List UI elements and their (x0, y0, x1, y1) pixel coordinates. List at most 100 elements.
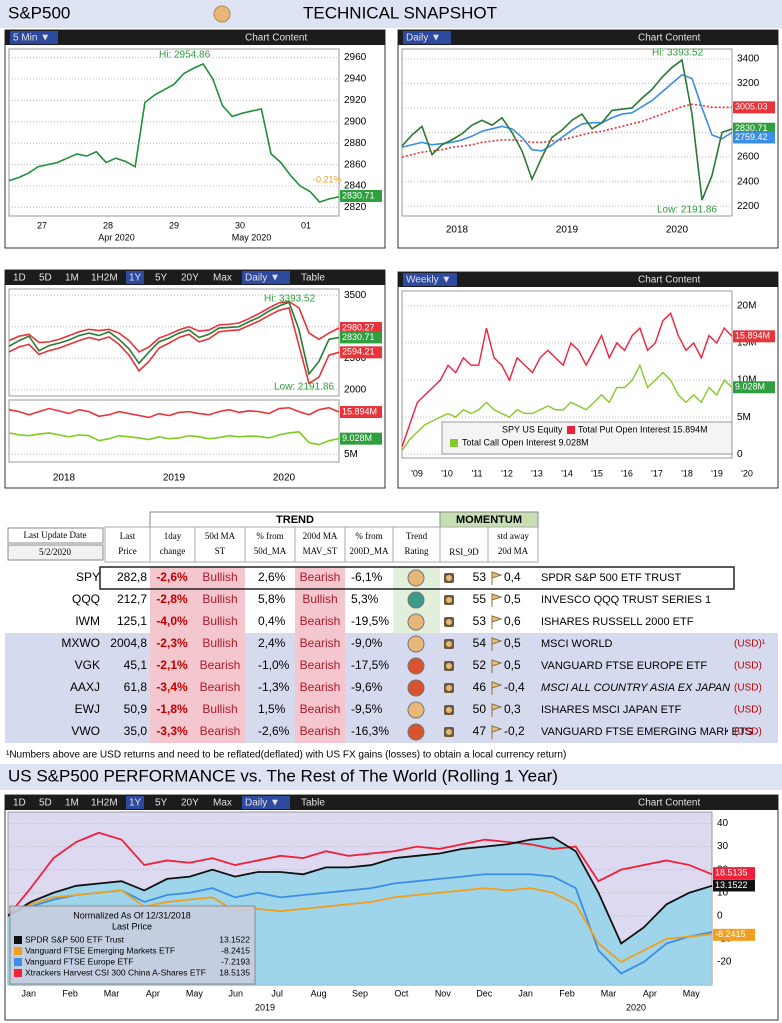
toolbar-item[interactable]: 1M (65, 273, 79, 284)
toolbar-item[interactable]: 5D (39, 273, 52, 284)
rsi: 50 (473, 702, 487, 716)
ma-text: Bearish (300, 614, 341, 628)
toolbar-item[interactable]: Table (301, 273, 325, 284)
y-tick-label: 2840 (344, 181, 367, 192)
value-tag (733, 131, 775, 144)
y-tick-label: 5M (344, 449, 358, 460)
toolbar-item[interactable]: Weekly ▼ (406, 275, 451, 286)
header-text: 1day (164, 531, 182, 541)
toolbar-content[interactable]: Chart Content (245, 33, 307, 44)
header-text: % from (355, 531, 382, 541)
legend-swatch (14, 969, 22, 977)
y-tick-label: 30 (717, 841, 729, 852)
ma-text: Bearish (300, 570, 341, 584)
perf-title: US S&P500 PERFORMANCE vs. The Rest of Th… (8, 766, 558, 785)
toolbar-item[interactable]: 5Y (155, 798, 168, 809)
toolbar-content[interactable]: Chart Content (638, 798, 700, 809)
value-tag (713, 879, 755, 892)
rsi: 46 (473, 680, 487, 694)
toolbar-item[interactable]: 1Y (129, 798, 142, 809)
pct200: -6,1% (351, 570, 383, 584)
ma-text: Bearish (200, 680, 241, 694)
toolbar-item[interactable]: 20Y (181, 273, 199, 284)
toolbar-item[interactable]: Daily ▼ (406, 33, 441, 44)
value-tag (340, 346, 382, 359)
toolbar-item[interactable]: 1H2M (91, 798, 118, 809)
header-text: MAV_ST (303, 546, 338, 556)
toolbar-item[interactable]: Daily ▼ (245, 273, 280, 284)
x-tick-label: '18 (681, 468, 693, 478)
name: MSCI WORLD (541, 638, 613, 650)
std-flag (491, 659, 503, 673)
y-tick-label: 0 (737, 449, 743, 460)
pct50: -1,0% (258, 658, 290, 672)
std: 0,3 (504, 702, 521, 716)
last-price: 125,1 (117, 614, 147, 628)
std-flag (491, 681, 503, 695)
toolbar-item[interactable]: 1H2M (91, 273, 118, 284)
ma-text: Bearish (300, 680, 341, 694)
toolbar-item[interactable]: 1M (65, 798, 79, 809)
toolbar-item[interactable]: 20Y (181, 798, 199, 809)
pct50: -1,3% (258, 680, 290, 694)
legend-label: Xtrackers Harvest CSI 300 China A-Shares… (25, 967, 206, 977)
currency: (USD) (734, 705, 762, 716)
ma-cell (295, 633, 345, 655)
series-line (8, 406, 340, 419)
change: -3,3% (156, 724, 188, 738)
toolbar-item[interactable]: 1D (13, 798, 26, 809)
value-tag-label: 2830.71 (342, 190, 375, 200)
y-tick-label: 2960 (344, 52, 367, 63)
toolbar-item[interactable]: Max (213, 798, 232, 809)
series-line (401, 311, 733, 448)
header-cell (244, 526, 296, 563)
toolbar-item[interactable]: Table (301, 798, 325, 809)
std-flag (491, 593, 503, 607)
ma-cell (195, 633, 245, 655)
toolbar-item[interactable]: 5Y (155, 273, 168, 284)
legend-box (441, 421, 733, 455)
toolbar-content[interactable]: Chart Content (638, 33, 700, 44)
toolbar-item[interactable]: 5D (39, 798, 52, 809)
toolbar-content[interactable]: Chart Content (638, 275, 700, 286)
pct50: -2,6% (258, 724, 290, 738)
pct50: 1,5% (258, 702, 286, 716)
value-tag (713, 928, 755, 941)
toolbar-item[interactable]: Daily ▼ (245, 798, 280, 809)
note: -0.21% (313, 174, 342, 184)
spy-row-box (99, 566, 735, 590)
x-tick-label: Jun (229, 988, 244, 998)
toolbar-item[interactable]: 1D (13, 273, 26, 284)
ma-text: Bullish (202, 702, 237, 716)
ma-cell (195, 611, 245, 633)
name: ISHARES MSCI JAPAN ETF (541, 704, 682, 716)
toolbar-item[interactable]: Max (213, 273, 232, 284)
legend-swatch (450, 439, 458, 447)
header-text: 50d MA (205, 531, 236, 541)
trend-dot (407, 569, 425, 587)
note: Hi: 3393.52 (652, 48, 704, 59)
toolbar-item[interactable]: 5 Min ▼ (13, 33, 50, 44)
header-cell (104, 526, 151, 563)
x-tick-label: 2020 (273, 473, 296, 484)
change: -2,3% (156, 636, 188, 650)
toolbar-item[interactable]: 1Y (129, 273, 142, 284)
ma-cell (195, 677, 245, 699)
currency: (USD)¹ (734, 639, 766, 650)
y-tick-label: 3500 (344, 290, 367, 301)
x-tick-label: Apr (146, 988, 160, 998)
ma-cell (195, 589, 245, 611)
pct200: -9,0% (351, 636, 383, 650)
x-tick-label: 30 (235, 220, 245, 230)
legend-swatch (14, 936, 22, 944)
last-price: 35,0 (124, 724, 148, 738)
series-line (8, 62, 340, 204)
ticker: SPY (76, 570, 100, 584)
x-tick-label: '19 (711, 468, 723, 478)
header-cell (392, 526, 441, 563)
legend-sub: Last Price (112, 921, 152, 931)
value-tag-label: 15.894M (735, 331, 770, 341)
trend-group-label: TREND (276, 514, 314, 526)
x-tick-label: 28 (103, 220, 113, 230)
change-cell (150, 567, 195, 589)
